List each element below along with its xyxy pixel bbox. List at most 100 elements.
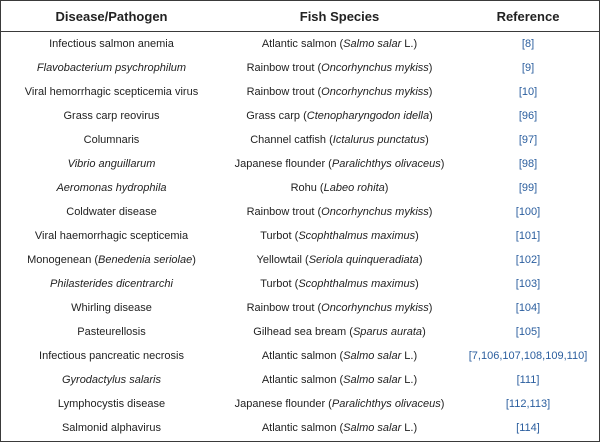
- disease-name: Lymphocystis disease: [57, 398, 166, 410]
- table-row: Gyrodactylus salaris Atlantic salmon (Sal…: [1, 368, 599, 392]
- reference-cell: [101]: [457, 224, 599, 248]
- reference-separator: ,: [520, 350, 524, 362]
- paren-close: ): [415, 230, 419, 242]
- species-cell: Turbot (Scophthalmus maximus): [222, 224, 457, 248]
- reference-link[interactable]: 7: [471, 350, 478, 362]
- table-row: Philasterides dicentrarchi Turbot (Scopht…: [1, 272, 599, 296]
- disease-name: Whirling disease: [71, 302, 152, 314]
- reference-link[interactable]: 104: [518, 302, 538, 314]
- species-cell: Rainbow trout (Oncorhynchus mykiss): [222, 296, 457, 320]
- reference-cell: [103]: [457, 272, 599, 296]
- species-common-name: Rainbow trout: [246, 206, 315, 218]
- species-cell: Japanese flounder (Paralichthys olivaceu…: [222, 392, 457, 416]
- reference-link[interactable]: 106: [480, 350, 500, 362]
- disease-cell: Salmonid alphavirus: [1, 416, 222, 439]
- reference-link[interactable]: 97: [521, 134, 535, 146]
- paren-close: ): [413, 350, 418, 362]
- table-row: Salmonid alphavirus Atlantic salmon (Salm…: [1, 416, 599, 439]
- reference-link[interactable]: 96: [521, 110, 535, 122]
- paren-close: ): [418, 254, 423, 266]
- reference-link[interactable]: 108: [523, 350, 543, 362]
- table-row: Lymphocystis disease Japanese flounder (P…: [1, 392, 599, 416]
- reference-link[interactable]: 109: [545, 350, 564, 362]
- reference-link[interactable]: 10: [521, 86, 535, 98]
- disease-prefix: Monogenean (: [27, 254, 99, 266]
- reference-cell: [102]: [457, 248, 599, 272]
- paren-open: (: [346, 326, 353, 338]
- species-common-name: Turbot: [260, 278, 292, 290]
- reference-link[interactable]: 98: [521, 158, 535, 170]
- reference-cell: [105]: [457, 320, 599, 344]
- table-row: Grass carp reovirus Grass carp (Ctenophar…: [1, 104, 599, 128]
- species-cell: Rainbow trout (Oncorhynchus mykiss): [222, 56, 457, 80]
- paren-open: (: [316, 182, 324, 194]
- reference-link[interactable]: 112: [508, 398, 527, 410]
- table-row: Pasteurellosis Gilhead sea bream (Sparus …: [1, 320, 599, 344]
- reference-link[interactable]: 107: [502, 350, 521, 362]
- reference-cell: [114]: [457, 416, 599, 439]
- reference-cell: [111]: [457, 368, 599, 392]
- reference-separator: ,: [499, 350, 503, 362]
- reference-link[interactable]: 110: [566, 350, 585, 362]
- paren-close: ): [422, 326, 426, 338]
- reference-cell: [10]: [457, 80, 599, 104]
- disease-cell: Lymphocystis disease: [1, 392, 222, 416]
- species-common-name: Rainbow trout: [246, 62, 315, 74]
- disease-cell: Monogenean (Benedenia seriolae): [1, 248, 222, 272]
- disease-name: Infectious salmon anemia: [49, 38, 174, 50]
- species-scientific-name: Paralichthys olivaceus: [331, 158, 441, 170]
- species-cell: Rainbow trout (Oncorhynchus mykiss): [222, 200, 457, 224]
- species-cell: Japanese flounder (Paralichthys olivaceu…: [222, 152, 457, 176]
- species-common-name: Gilhead sea bream: [253, 326, 347, 338]
- bracket-open: [: [515, 254, 519, 266]
- reference-link[interactable]: 9: [524, 62, 532, 74]
- reference-link[interactable]: 103: [518, 278, 538, 290]
- bracket-close: ]: [537, 254, 541, 266]
- reference-link[interactable]: 100: [518, 206, 538, 218]
- species-scientific-name: Ctenopharyngodon idella: [306, 110, 430, 122]
- paren-open: (: [301, 254, 309, 266]
- reference-link[interactable]: 101: [518, 230, 538, 242]
- disease-name: Coldwater disease: [66, 206, 157, 218]
- species-common-name: Rainbow trout: [246, 86, 315, 98]
- species-cell: Rohu (Labeo rohita): [222, 176, 457, 200]
- disease-cell: Coldwater disease: [1, 200, 222, 224]
- disease-name: Viral haemorrhagic scepticemia: [34, 230, 189, 242]
- paren-close: ): [425, 134, 429, 146]
- disease-name: Pasteurellosis: [77, 326, 146, 338]
- paren-open: (: [325, 398, 332, 410]
- reference-link[interactable]: 105: [518, 326, 538, 338]
- reference-link[interactable]: 8: [524, 38, 532, 50]
- species-scientific-name: Labeo rohita: [323, 182, 385, 194]
- disease-name: Flavobacterium psychrophilum: [36, 62, 187, 74]
- disease-name: Aeromonas hydrophila: [56, 182, 167, 194]
- paren-open: (: [314, 206, 322, 218]
- bracket-close: ]: [537, 302, 541, 314]
- disease-cell: Columnaris: [1, 128, 222, 152]
- reference-link[interactable]: 111: [519, 374, 537, 386]
- paren-close: ): [440, 398, 445, 410]
- species-cell: Atlantic salmon (Salmo salar L.): [222, 416, 457, 439]
- paren-open: (: [326, 134, 333, 146]
- paren-close: ): [413, 421, 418, 434]
- reference-separator: ,: [542, 350, 546, 362]
- reference-link[interactable]: 113: [529, 398, 548, 410]
- bracket-open: [: [515, 206, 519, 218]
- species-suffix: L.: [401, 38, 414, 50]
- table-row: Flavobacterium psychrophilum Rainbow trou…: [1, 56, 599, 80]
- species-common-name: Yellowtail: [256, 254, 302, 266]
- table-row: Columnaris Channel catfish (Ictalurus pun…: [1, 128, 599, 152]
- species-scientific-name: Oncorhynchus mykiss: [321, 302, 429, 314]
- disease-name: Infectious pancreatic necrosis: [39, 350, 184, 362]
- reference-separator: ,: [563, 350, 567, 362]
- bracket-close: ]: [534, 110, 538, 122]
- reference-link[interactable]: 114: [519, 421, 537, 434]
- disease-postfix: ): [192, 254, 196, 266]
- disease-name: Philasterides dicentrarchi: [50, 278, 173, 290]
- reference-link[interactable]: 102: [518, 254, 538, 266]
- bracket-close: ]: [536, 421, 540, 434]
- disease-cell: Gyrodactylus salaris: [1, 368, 222, 392]
- table-body: Infectious salmon anemia Atlantic salmon …: [1, 32, 599, 440]
- species-cell: Yellowtail (Seriola quinqueradiata): [222, 248, 457, 272]
- reference-link[interactable]: 99: [521, 182, 535, 194]
